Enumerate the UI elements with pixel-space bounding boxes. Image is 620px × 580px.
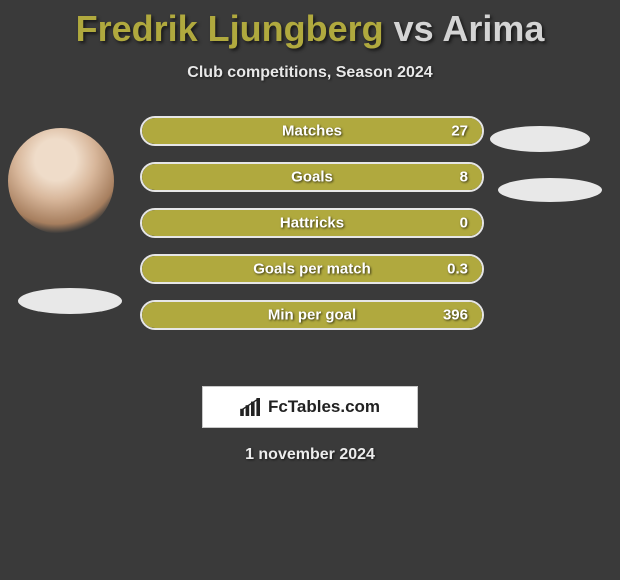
stat-bar-min-per-goal: Min per goal 396: [140, 300, 484, 330]
stat-value: 396: [443, 307, 468, 324]
stat-bars: Matches 27 Goals 8 Hattricks 0 Goals per…: [140, 116, 484, 346]
stat-label: Goals per match: [253, 261, 371, 278]
bar-chart-icon: [240, 398, 262, 416]
stat-value: 8: [460, 169, 468, 186]
stat-bar-goals-per-match: Goals per match 0.3: [140, 254, 484, 284]
stat-bar-hattricks: Hattricks 0: [140, 208, 484, 238]
title-player2: Arima: [442, 8, 544, 49]
content-area: Matches 27 Goals 8 Hattricks 0 Goals per…: [0, 116, 620, 376]
stat-label: Goals: [291, 169, 333, 186]
logo-text: FcTables.com: [268, 397, 380, 417]
title-player1: Fredrik Ljungberg: [76, 8, 384, 49]
decorative-oval-right-2: [498, 178, 602, 202]
stat-value: 0.3: [447, 261, 468, 278]
subtitle: Club competitions, Season 2024: [0, 64, 620, 82]
decorative-oval-left: [18, 288, 122, 314]
stat-bar-goals: Goals 8: [140, 162, 484, 192]
fctables-logo-box[interactable]: FcTables.com: [202, 386, 418, 428]
stat-label: Matches: [282, 123, 342, 140]
stat-value: 0: [460, 215, 468, 232]
title-vs: vs: [394, 8, 434, 49]
stat-bar-matches: Matches 27: [140, 116, 484, 146]
player1-avatar: [8, 128, 114, 234]
date-text: 1 november 2024: [0, 446, 620, 464]
stat-label: Min per goal: [268, 307, 356, 324]
stat-label: Hattricks: [280, 215, 344, 232]
decorative-oval-right-1: [490, 126, 590, 152]
comparison-title: Fredrik Ljungberg vs Arima: [0, 0, 620, 50]
stat-value: 27: [451, 123, 468, 140]
